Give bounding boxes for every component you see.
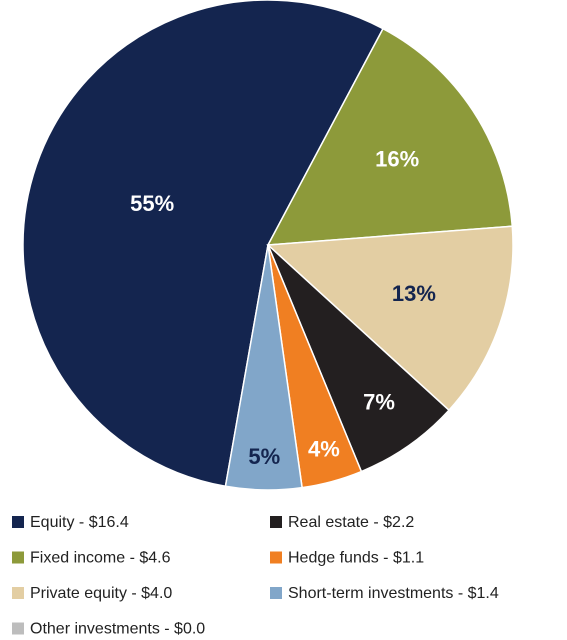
legend-swatch bbox=[12, 516, 24, 528]
legend-label: Short-term investments - $1.4 bbox=[288, 585, 499, 602]
pie-slice bbox=[266, 225, 514, 412]
data-label: 7% bbox=[363, 389, 395, 414]
legend-label: Other investments - $0.0 bbox=[30, 621, 205, 638]
data-label: 13% bbox=[392, 281, 436, 306]
pie-slice bbox=[22, 0, 385, 488]
legend-label: Private equity - $4.0 bbox=[30, 585, 172, 602]
pie-slice bbox=[224, 244, 303, 491]
legend-swatch bbox=[12, 551, 24, 564]
legend-label: Fixed income - $4.6 bbox=[30, 550, 171, 567]
legend-label: Hedge funds - $1.1 bbox=[288, 550, 424, 567]
data-label: 4% bbox=[308, 437, 340, 462]
pie-slice bbox=[267, 244, 450, 473]
legend-swatch bbox=[270, 587, 282, 599]
legend-swatch bbox=[270, 551, 282, 564]
pie-slice bbox=[266, 27, 514, 246]
legend-label: Equity - $16.4 bbox=[30, 514, 129, 531]
data-label: 5% bbox=[248, 444, 280, 469]
legend-label: Real estate - $2.2 bbox=[288, 514, 414, 531]
legend-swatch bbox=[12, 587, 24, 599]
data-label: 16% bbox=[375, 146, 419, 171]
legend-swatch bbox=[12, 622, 24, 635]
data-label: 55% bbox=[130, 191, 174, 216]
legend-swatch bbox=[270, 516, 282, 528]
